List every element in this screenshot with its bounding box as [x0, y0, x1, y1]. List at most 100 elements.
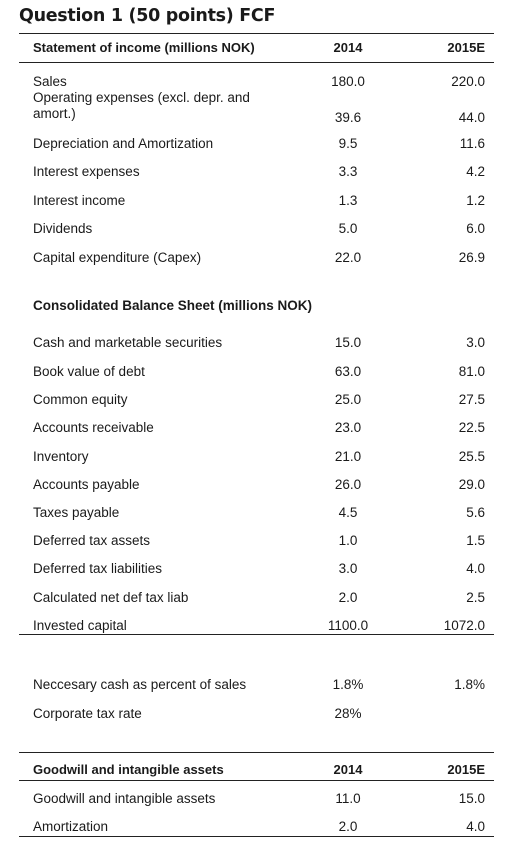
row-value-2014: 1.8%: [332, 677, 364, 692]
row-value-2015e: 1072.0: [443, 618, 485, 633]
divider: [19, 634, 494, 635]
table-row: Operating expenses (excl. depr. and amor…: [33, 90, 485, 126]
row-label: Deferred tax liabilities: [33, 561, 163, 576]
row-value-2015e: 5.6: [466, 505, 485, 520]
row-value-2015e: 44.0: [458, 110, 485, 125]
table-row: Deferred tax liabilities 3.0 4.0: [33, 560, 485, 578]
table-row: Book value of debt 63.0 81.0: [33, 363, 485, 381]
row-value-2014: 23.0: [334, 420, 362, 435]
row-value-2014: 9.5: [338, 136, 358, 151]
row-label: Capital expenditure (Capex): [33, 250, 202, 265]
row-label: Cash and marketable securities: [33, 335, 223, 350]
row-label: Calculated net def tax liab: [33, 590, 189, 605]
row-label: Book value of debt: [33, 364, 145, 379]
row-value-2015e: 81.0: [458, 364, 485, 379]
divider: [19, 780, 494, 781]
row-value-2014: 15.0: [334, 335, 362, 350]
table-row: Invested capital 1100.0 1072.0: [33, 617, 485, 635]
row-label: Goodwill and intangible assets: [33, 791, 216, 806]
row-value-2014: 1.3: [338, 193, 358, 208]
row-value-2015e: 15.0: [458, 791, 485, 806]
row-label: Taxes payable: [33, 505, 120, 520]
row-label: Interest expenses: [33, 164, 140, 179]
row-value-2014: 26.0: [334, 477, 362, 492]
table-row: Deferred tax assets 1.0 1.5: [33, 532, 485, 550]
table-row: Corporate tax rate 28%: [33, 705, 485, 723]
row-value-2014: 5.0: [338, 221, 358, 236]
row-value-2014: 4.5: [338, 505, 358, 520]
table-row: Dividends 5.0 6.0: [33, 220, 485, 238]
row-label: Accounts payable: [33, 477, 140, 492]
row-label: Amortization: [33, 819, 109, 834]
row-label: Sales: [33, 74, 67, 89]
table-row: Sales 180.0 220.0: [33, 73, 485, 91]
table-row: Interest income 1.3 1.2: [33, 192, 485, 210]
page-title: Question 1 (50 points) FCF: [19, 6, 276, 26]
table-row: Amortization 2.0 4.0: [33, 818, 485, 836]
table-row: Taxes payable 4.5 5.6: [33, 504, 485, 522]
row-value-2015e: 1.5: [466, 533, 485, 548]
row-value-2014: 3.3: [338, 164, 358, 179]
row-value-2015e: 1.2: [466, 193, 485, 208]
income-header-row: Statement of income (millions NOK) 2014 …: [33, 39, 485, 57]
row-value-2015e: 26.9: [458, 250, 485, 265]
table-row: Common equity 25.0 27.5: [33, 391, 485, 409]
row-label: Deferred tax assets: [33, 533, 151, 548]
goodwill-heading: Goodwill and intangible assets: [33, 762, 224, 777]
income-col-2014: 2014: [333, 40, 363, 55]
divider: [19, 752, 494, 753]
row-value-2015e: 22.5: [458, 420, 485, 435]
row-value-2014: 3.0: [338, 561, 358, 576]
row-value-2014: 25.0: [334, 392, 362, 407]
row-label: Depreciation and Amortization: [33, 136, 214, 151]
row-value-2015e: 2.5: [466, 590, 485, 605]
row-label: Corporate tax rate: [33, 706, 142, 721]
row-value-2015e: 220.0: [451, 74, 485, 89]
table-row: Goodwill and intangible assets 11.0 15.0: [33, 790, 485, 808]
balance-header-row: Consolidated Balance Sheet (millions NOK…: [33, 297, 485, 315]
row-value-2015e: 1.8%: [454, 677, 485, 692]
goodwill-header-row: Goodwill and intangible assets 2014 2015…: [33, 761, 485, 779]
table-row: Capital expenditure (Capex) 22.0 26.9: [33, 249, 485, 267]
table-row: Inventory 21.0 25.5: [33, 448, 485, 466]
goodwill-col-2015e: 2015E: [447, 762, 485, 777]
row-value-2015e: 4.0: [466, 819, 485, 834]
row-label: Dividends: [33, 221, 93, 236]
table-row: Neccesary cash as percent of sales 1.8% …: [33, 676, 485, 694]
divider: [19, 33, 494, 34]
row-value-2015e: 6.0: [466, 221, 485, 236]
row-value-2014: 2.0: [338, 590, 358, 605]
row-value-2014: 11.0: [335, 791, 361, 806]
row-label: Operating expenses (excl. depr. and amor…: [33, 90, 250, 121]
row-value-2015e: 29.0: [458, 477, 485, 492]
row-label: Accounts receivable: [33, 420, 154, 435]
table-row: Depreciation and Amortization 9.5 11.6: [33, 135, 485, 153]
row-label: Interest income: [33, 193, 126, 208]
row-value-2014: 2.0: [338, 819, 358, 834]
row-value-2014: 1100.0: [327, 618, 369, 633]
row-label: Common equity: [33, 392, 128, 407]
row-label: Invested capital: [33, 618, 127, 633]
row-value-2015e: 11.6: [459, 136, 485, 151]
row-value-2014: 39.6: [334, 110, 362, 125]
table-row: Calculated net def tax liab 2.0 2.5: [33, 589, 485, 607]
table-row: Accounts receivable 23.0 22.5: [33, 419, 485, 437]
row-label: Neccesary cash as percent of sales: [33, 677, 247, 692]
row-value-2014: 28%: [334, 706, 362, 721]
row-value-2015e: 4.2: [466, 164, 485, 179]
row-value-2014: 1.0: [338, 533, 358, 548]
row-value-2014: 63.0: [334, 364, 362, 379]
row-value-2014: 180.0: [331, 74, 365, 89]
divider: [19, 62, 494, 63]
row-value-2014: 21.0: [334, 449, 362, 464]
income-col-2015e: 2015E: [447, 40, 485, 55]
row-value-2015e: 27.5: [458, 392, 485, 407]
row-value-2014: 22.0: [334, 250, 362, 265]
table-row: Interest expenses 3.3 4.2: [33, 163, 485, 181]
income-heading: Statement of income (millions NOK): [33, 40, 255, 55]
table-row: Accounts payable 26.0 29.0: [33, 476, 485, 494]
balance-heading: Consolidated Balance Sheet (millions NOK…: [33, 298, 313, 313]
divider: [19, 836, 494, 837]
row-value-2015e: 25.5: [458, 449, 485, 464]
row-value-2015e: 4.0: [466, 561, 485, 576]
